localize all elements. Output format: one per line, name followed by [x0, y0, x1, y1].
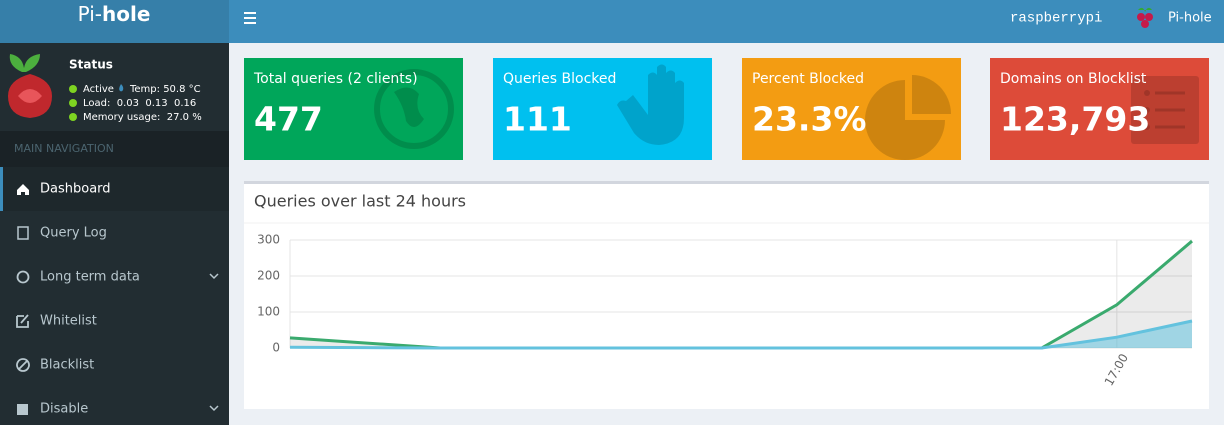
brand[interactable]: Pi-hole — [78, 2, 151, 26]
nav-label[interactable]: Disable — [40, 402, 88, 417]
nav-label[interactable]: Query Log — [40, 226, 107, 241]
box-icon — [865, 80, 945, 160]
box-value: 477 — [254, 100, 323, 139]
y-tick-label: 300 — [257, 233, 280, 247]
nav-item[interactable] — [0, 211, 229, 255]
status-active: Active — [83, 84, 114, 95]
y-tick-label: 100 — [257, 305, 280, 319]
info-box — [493, 58, 712, 160]
info-box — [244, 58, 463, 160]
nav-icon — [17, 226, 29, 240]
pihole-logo — [8, 54, 52, 118]
box-value: 111 — [503, 100, 572, 139]
nav-item[interactable] — [0, 387, 229, 425]
chart-box-top — [244, 181, 1209, 184]
nav-icon — [17, 184, 29, 195]
box-icon — [1155, 91, 1185, 95]
nav-icon — [16, 358, 30, 372]
y-tick-label: 0 — [272, 341, 280, 355]
status-memory: Memory usage: 27.0 % — [83, 112, 202, 123]
status-dot — [69, 113, 77, 121]
nav-item[interactable] — [0, 255, 229, 299]
nav-label[interactable]: Blacklist — [40, 358, 94, 373]
nav-label[interactable]: Whitelist — [40, 314, 97, 329]
nav-label[interactable]: Dashboard — [40, 182, 111, 197]
box-icon — [1155, 108, 1185, 112]
status-temp: Temp: 50.8 °C — [129, 84, 201, 95]
box-icon — [912, 75, 951, 114]
user-avatar[interactable] — [1137, 7, 1153, 28]
menu-toggle[interactable] — [244, 12, 256, 24]
nav-header: MAIN NAVIGATION — [14, 142, 114, 155]
info-box — [990, 58, 1209, 160]
info-box — [742, 58, 961, 160]
series-area — [290, 241, 1192, 348]
box-value: 23.3% — [752, 100, 867, 139]
nav-item[interactable] — [0, 167, 229, 211]
nav-icon — [16, 314, 29, 328]
status-dot — [69, 99, 77, 107]
box-icon — [394, 87, 424, 128]
box-label: Domains on Blocklist — [1000, 71, 1147, 87]
hostname: raspberrypi — [1010, 11, 1102, 27]
y-tick-label: 200 — [257, 269, 280, 283]
box-icon — [1155, 125, 1185, 129]
box-label: Queries Blocked — [503, 71, 616, 87]
temp-icon — [119, 84, 124, 92]
box-label: Percent Blocked — [752, 71, 864, 87]
brand-bold: hole — [102, 2, 150, 26]
chart-box — [244, 181, 1209, 409]
top-bar — [229, 0, 1224, 43]
box-label: Total queries (2 clients) — [253, 71, 418, 87]
status-dot — [69, 85, 77, 93]
nav-icon — [16, 270, 30, 284]
nav-chevron — [209, 273, 219, 280]
nav-active-border — [0, 167, 3, 211]
box-icon — [1144, 90, 1150, 96]
status-load: Load: 0.03 0.13 0.16 — [83, 98, 196, 109]
nav-item[interactable] — [0, 299, 229, 343]
user-name[interactable]: Pi-hole — [1168, 11, 1212, 26]
nav-chevron — [209, 405, 219, 412]
logo-bar — [0, 0, 229, 43]
box-icon — [374, 69, 454, 149]
nav-header-bg — [0, 131, 229, 167]
nav-item[interactable] — [0, 343, 229, 387]
nav-icon — [17, 404, 28, 415]
box-icon — [1131, 76, 1199, 144]
box-icon — [1144, 124, 1150, 130]
series-area — [290, 321, 1192, 348]
brand-prefix: Pi- — [78, 2, 102, 26]
status-title: Status — [69, 58, 113, 72]
nav-label[interactable]: Long term data — [40, 270, 140, 285]
series-line — [289, 319, 1193, 350]
box-value: 123,793 — [1000, 100, 1150, 139]
box-icon — [1144, 107, 1150, 113]
chart-title: Queries over last 24 hours — [254, 192, 466, 211]
box-icon — [617, 64, 684, 145]
